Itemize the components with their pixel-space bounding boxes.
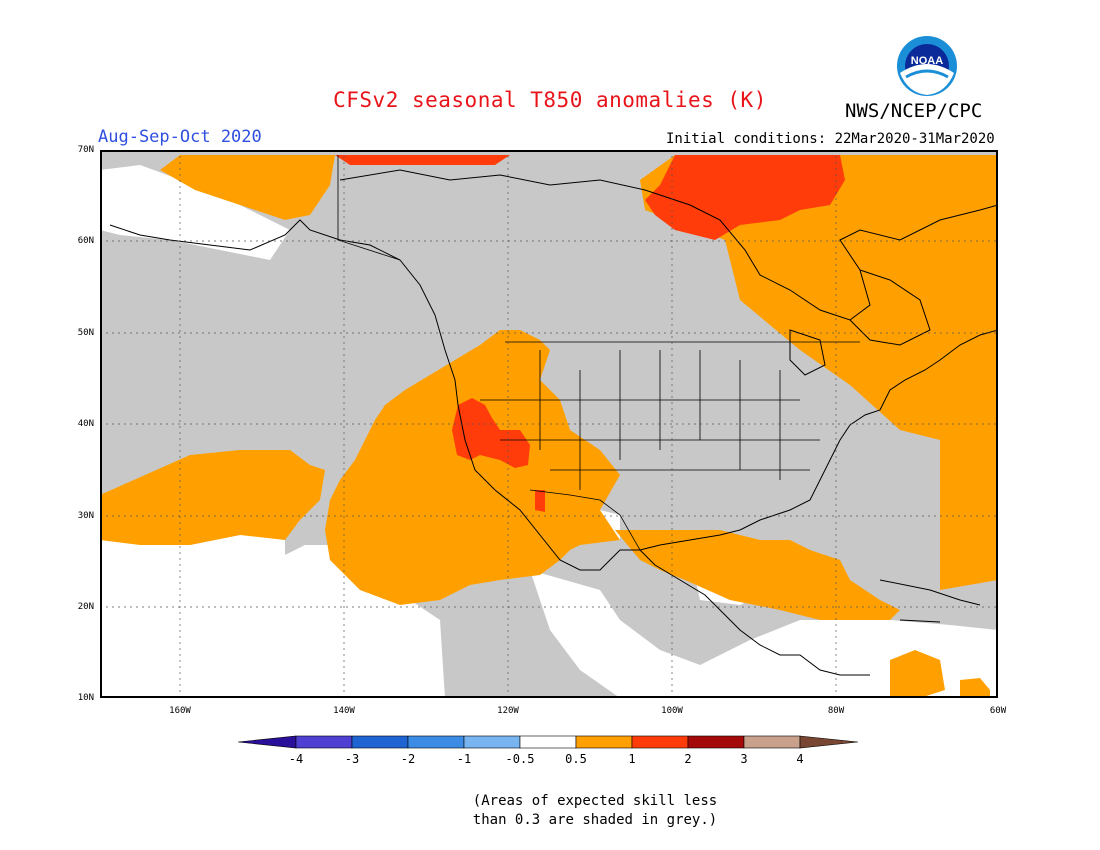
colorbar-tick-label: 1 <box>628 752 636 766</box>
coastlines <box>109 169 998 676</box>
initial-conditions-label: Initial conditions: 22Mar2020-31Mar2020 <box>666 131 995 147</box>
lon-label-100w: 100W <box>661 706 683 716</box>
skill-note-line2: than 0.3 are shaded in grey.) <box>472 812 718 828</box>
lat-label-70n: 70N <box>77 145 94 155</box>
lat-label-20n: 20N <box>77 602 94 612</box>
lat-label-60n: 60N <box>77 236 94 246</box>
colorbar-bin <box>407 735 465 749</box>
colorbar-bin <box>743 735 801 749</box>
lat-label-50n: 50N <box>77 328 94 338</box>
lat-lon-grid <box>100 150 998 698</box>
season-label: Aug-Sep-Oct 2020 <box>98 127 262 147</box>
colorbar-tick-label: 4 <box>796 752 804 766</box>
colorbar-bin <box>519 735 577 749</box>
chart-title: CFSv2 seasonal T850 anomalies (K) <box>333 88 767 112</box>
colorbar <box>238 735 859 749</box>
colorbar-bin <box>631 735 689 749</box>
lon-label-120w: 120W <box>497 706 519 716</box>
lat-label-30n: 30N <box>77 511 94 521</box>
colorbar-tick-label: 0.5 <box>565 752 587 766</box>
colorbar-bin <box>295 735 353 749</box>
lon-label-160w: 160W <box>169 706 191 716</box>
colorbar-arrow-low <box>238 735 297 749</box>
map-frame <box>100 150 998 698</box>
colorbar-tick-label: -3 <box>344 752 360 766</box>
noaa-logo: NOAA <box>897 36 957 96</box>
lon-label-140w: 140W <box>333 706 355 716</box>
colorbar-bin <box>687 735 745 749</box>
agency-label: NWS/NCEP/CPC <box>845 100 983 122</box>
colorbar-bin <box>575 735 633 749</box>
noaa-logo-text: NOAA <box>911 55 943 67</box>
political-borders <box>337 155 860 551</box>
colorbar-bin <box>351 735 409 749</box>
skill-note: (Areas of expected skill less than 0.3 a… <box>430 792 760 830</box>
colorbar-tick-label: -4 <box>288 752 304 766</box>
colorbar-arrow-high <box>799 735 859 749</box>
colorbar-bin <box>463 735 521 749</box>
skill-note-line1: (Areas of expected skill less <box>472 793 718 809</box>
colorbar-tick-label: -2 <box>400 752 416 766</box>
colorbar-tick-label: 3 <box>740 752 748 766</box>
colorbar-tick-label: -0.5 <box>505 752 535 766</box>
lat-label-40n: 40N <box>77 419 94 429</box>
orange-anomaly-regions <box>100 155 998 698</box>
lat-label-10n: 10N <box>77 693 94 703</box>
anomaly-map <box>100 150 998 698</box>
lon-label-60w: 60W <box>989 706 1007 716</box>
colorbar-tick-label: 2 <box>684 752 692 766</box>
lon-label-80w: 80W <box>827 706 845 716</box>
red-anomaly-regions <box>335 155 845 512</box>
colorbar-tick-label: -1 <box>456 752 472 766</box>
